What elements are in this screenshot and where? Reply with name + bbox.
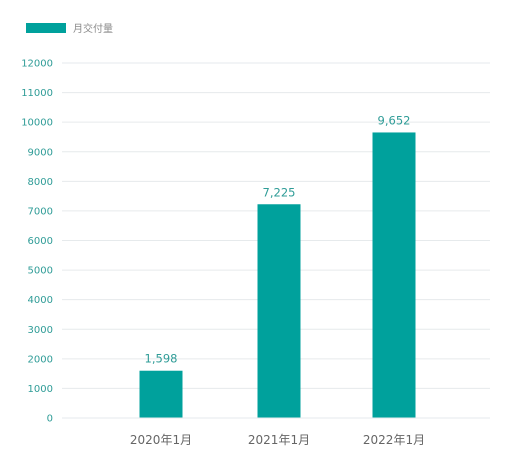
legend-label: 月交付量 [73, 22, 113, 35]
y-tick-label: 8000 [28, 177, 53, 188]
y-tick-label: 1000 [28, 384, 53, 395]
bars [139, 132, 416, 418]
data-label: 1,598 [145, 352, 178, 366]
data-label: 9,652 [378, 113, 411, 127]
bar [139, 370, 183, 418]
y-tick-label: 5000 [28, 266, 53, 277]
legend: 月交付量 [26, 22, 113, 35]
y-tick-label: 3000 [28, 325, 53, 336]
data-labels: 1,598 7,225 9,652 [145, 113, 411, 365]
x-tick-label: 2020年1月 [130, 433, 192, 447]
y-tick-label: 12000 [21, 59, 53, 70]
y-tick-label: 9000 [28, 147, 53, 158]
y-tick-label: 7000 [28, 206, 53, 217]
bar [257, 204, 301, 418]
y-tick-label: 0 [47, 414, 53, 425]
bar [372, 132, 416, 418]
y-tick-label: 4000 [28, 295, 53, 306]
x-axis: 2020年1月 2021年1月 2022年1月 [62, 417, 490, 447]
y-tick-label: 11000 [21, 88, 53, 99]
data-label: 7,225 [263, 185, 296, 199]
x-tick-label: 2022年1月 [363, 433, 425, 447]
x-tick-label: 2021年1月 [248, 433, 310, 447]
y-tick-label: 6000 [28, 236, 53, 247]
y-tick-label: 2000 [28, 354, 53, 365]
legend-swatch [26, 23, 66, 33]
y-tick-label: 10000 [21, 118, 53, 129]
y-axis: 0 1000 2000 3000 4000 5000 6000 7000 8000 9000 100… [21, 59, 53, 425]
